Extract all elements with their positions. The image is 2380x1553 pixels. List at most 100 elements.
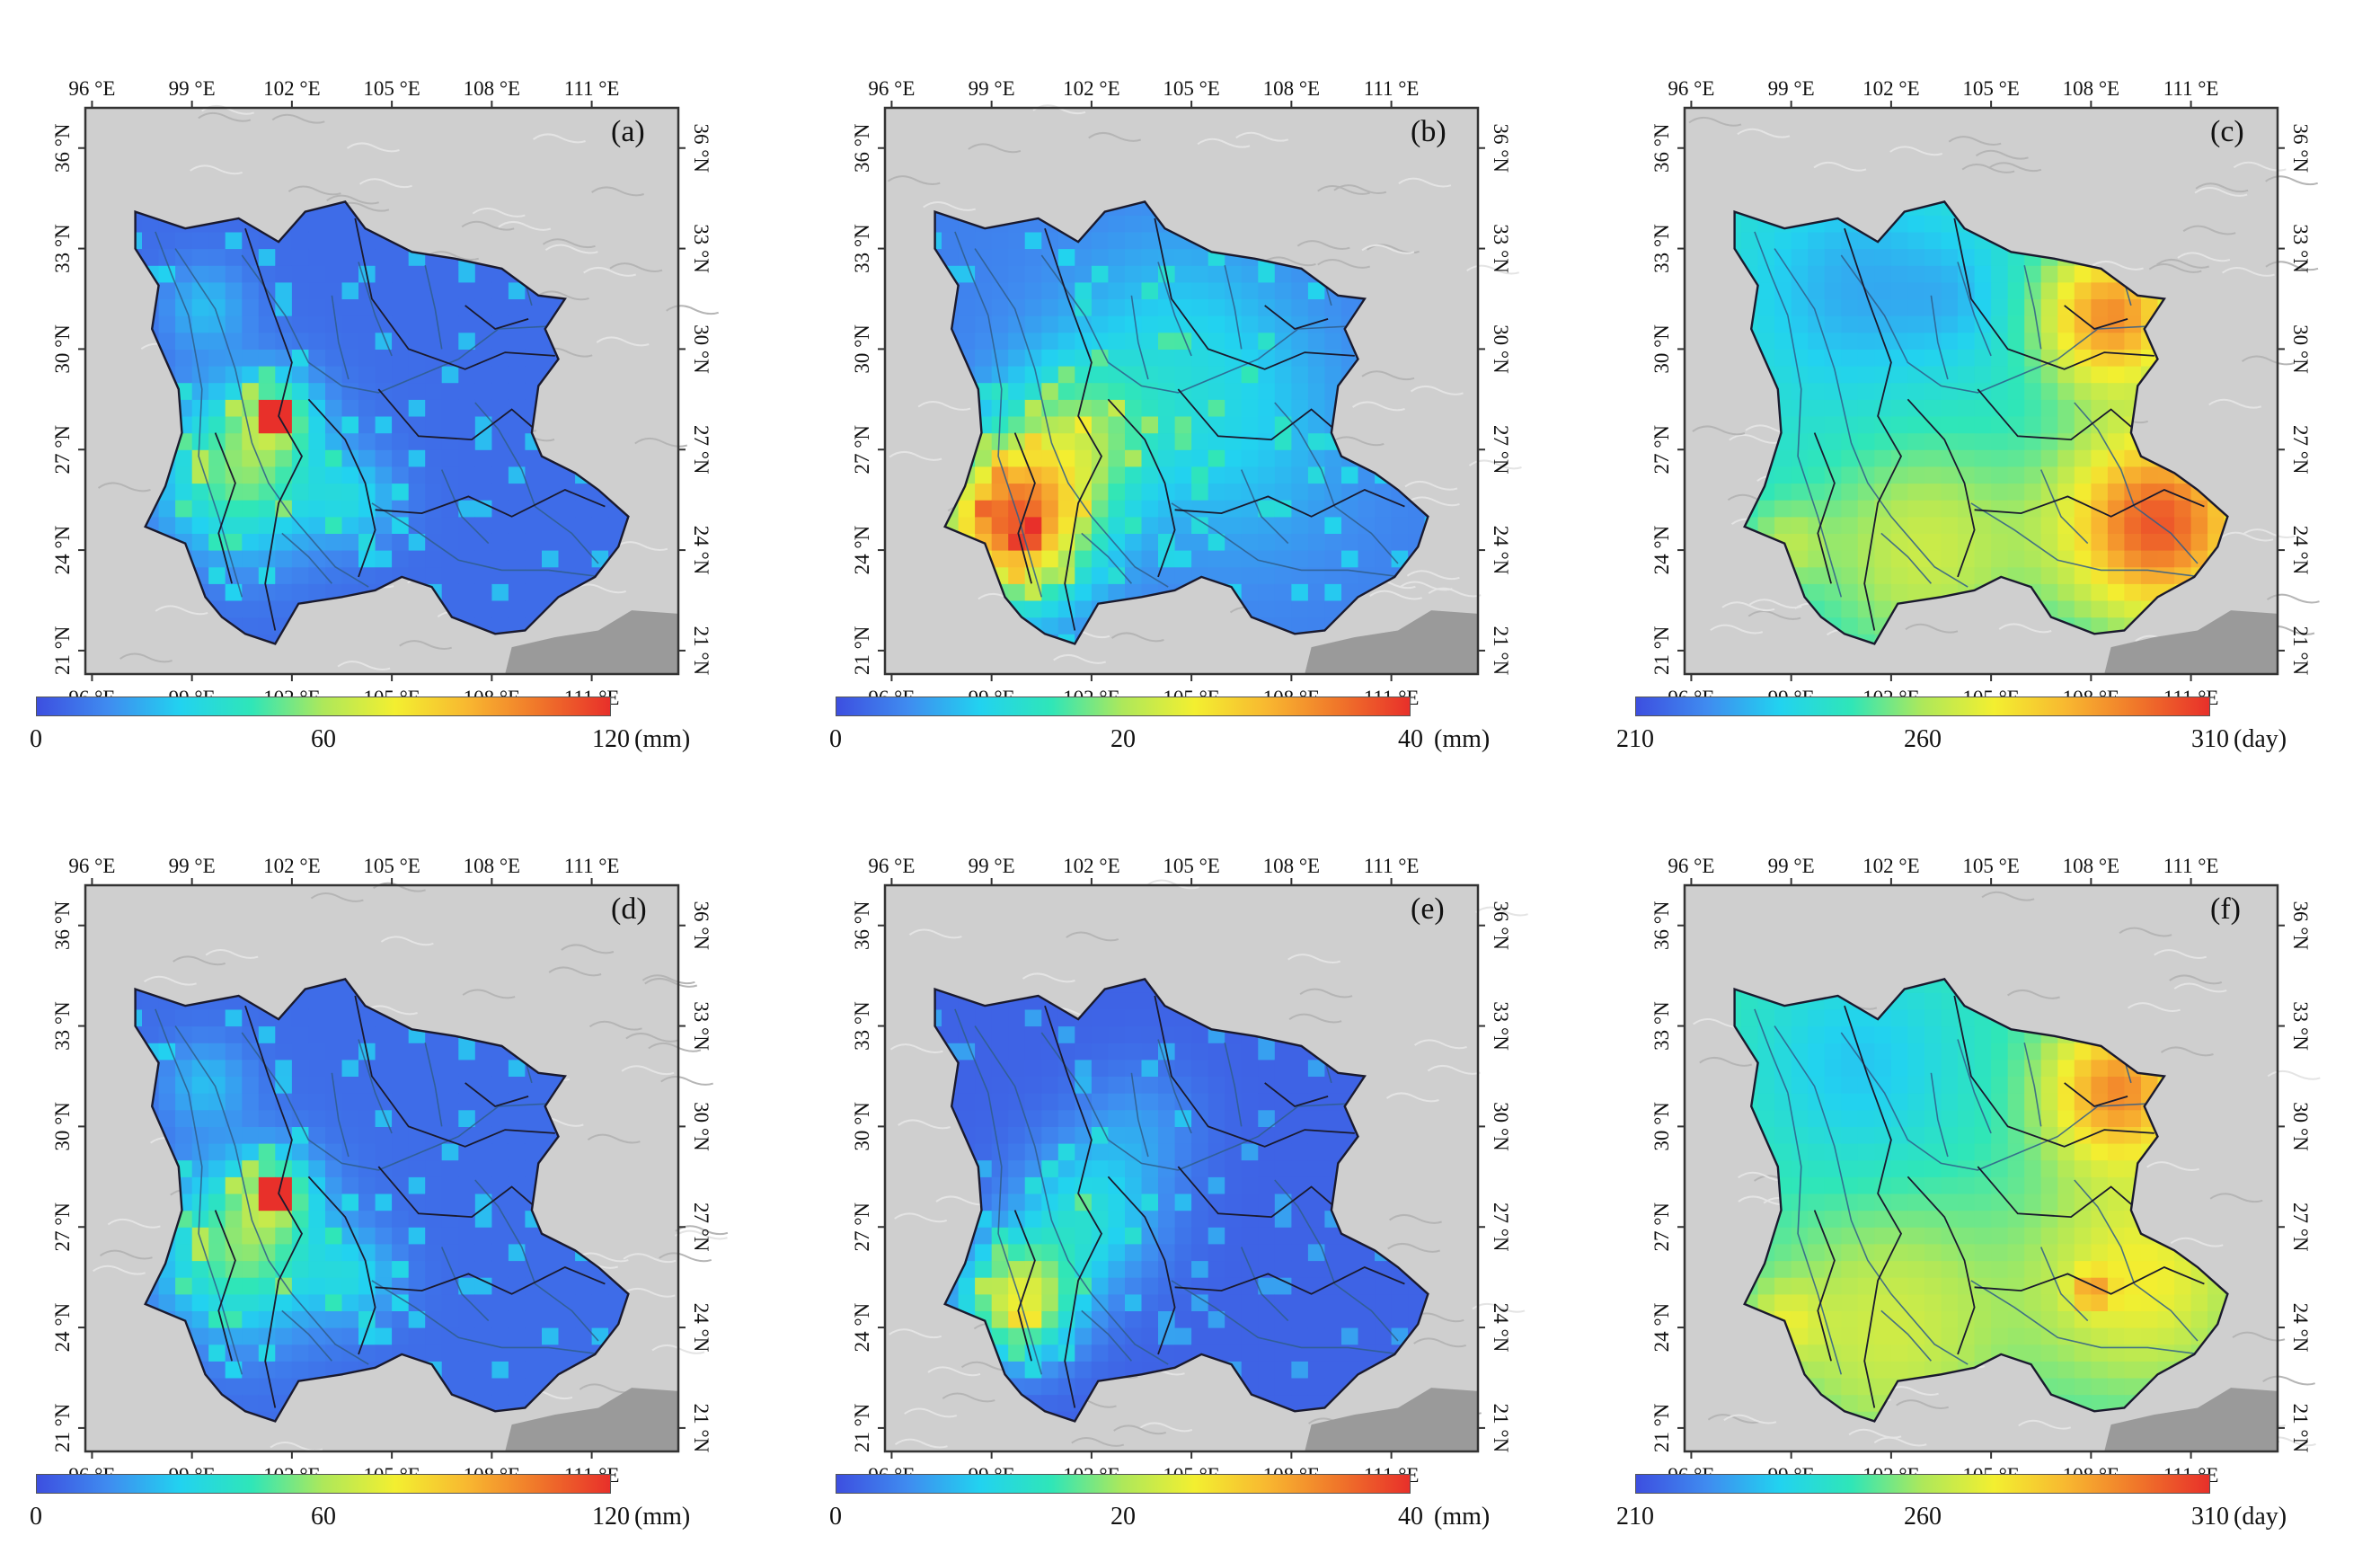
lat-tick-label-left: 36 °N bbox=[1650, 123, 1673, 173]
colorbar-tick-label: 260 bbox=[1904, 725, 1942, 753]
lat-tick-label-left: 24 °N bbox=[1650, 1302, 1673, 1352]
lat-tick-label-left: 27 °N bbox=[1650, 1202, 1673, 1252]
sea-area bbox=[1305, 610, 1478, 674]
sea-area bbox=[1305, 1388, 1478, 1451]
lon-tick-label-top: 102 °E bbox=[1063, 855, 1120, 877]
colorbar-unit: (mm) bbox=[634, 1503, 691, 1531]
colorbar-row: 0 20 40 (mm) bbox=[800, 697, 1572, 773]
colorbar-row: 210 260 310 (day) bbox=[1599, 1474, 2372, 1550]
colorbar bbox=[1635, 697, 2210, 716]
lat-tick-label-right: 33 °N bbox=[1490, 1001, 1512, 1051]
lon-tick-label-top: 99 °E bbox=[1768, 855, 1815, 877]
lat-tick-label-right: 27 °N bbox=[2289, 1202, 2312, 1252]
colorbar-unit: (mm) bbox=[1434, 1503, 1491, 1531]
lat-tick-label-right: 27 °N bbox=[690, 1202, 712, 1252]
colorbar-tick-label: 260 bbox=[1904, 1503, 1942, 1531]
lat-tick-label-left: 27 °N bbox=[851, 425, 873, 475]
lon-tick-label-top: 99 °E bbox=[169, 77, 216, 100]
lon-tick-label-top: 99 °E bbox=[969, 855, 1015, 877]
lat-tick-label-right: 33 °N bbox=[2289, 1001, 2312, 1051]
lat-tick-label-right: 24 °N bbox=[2289, 1303, 2312, 1353]
colorbar-tick-label: 0 bbox=[829, 1503, 842, 1531]
lon-tick-label-top: 105 °E bbox=[1163, 855, 1220, 877]
lat-tick-label-right: 27 °N bbox=[1490, 425, 1512, 475]
colorbar bbox=[836, 1474, 1411, 1494]
lat-tick-label-left: 24 °N bbox=[851, 525, 873, 574]
lat-tick-label-left: 21 °N bbox=[851, 626, 873, 675]
lat-tick-label-left: 33 °N bbox=[851, 1001, 873, 1051]
lat-tick-label-left: 24 °N bbox=[851, 1302, 873, 1352]
lat-tick-label-right: 36 °N bbox=[2289, 901, 2312, 950]
lon-tick-label-top: 108 °E bbox=[1263, 77, 1321, 100]
lat-tick-label-right: 24 °N bbox=[690, 526, 712, 575]
river-network bbox=[155, 231, 602, 598]
river-network bbox=[1754, 231, 2201, 598]
basin-boundaries bbox=[214, 217, 606, 631]
river-network bbox=[1754, 1008, 2201, 1375]
lat-tick-label-right: 30 °N bbox=[1490, 324, 1512, 374]
lon-tick-label-top: 96 °E bbox=[68, 77, 115, 100]
panel-label: (a) bbox=[611, 115, 645, 148]
lat-tick-label-right: 21 °N bbox=[1490, 626, 1512, 676]
colorbar-tick-label: 60 bbox=[311, 1503, 336, 1531]
colorbar-unit: (mm) bbox=[634, 725, 691, 753]
lon-tick-label-top: 102 °E bbox=[1063, 77, 1120, 100]
basin-boundaries bbox=[1013, 217, 1405, 631]
lat-tick-label-right: 30 °N bbox=[690, 324, 712, 374]
region-boundary bbox=[134, 978, 630, 1423]
colorbar-row: 210 260 310 (day) bbox=[1599, 697, 2372, 773]
lat-tick-label-right: 36 °N bbox=[690, 901, 712, 950]
colorbar-tick-label: 40 bbox=[1398, 1503, 1423, 1531]
lat-tick-label-left: 36 °N bbox=[1650, 901, 1673, 950]
sea-area bbox=[505, 1388, 678, 1451]
lon-tick-label-top: 102 °E bbox=[263, 77, 321, 100]
basin-boundaries bbox=[1813, 217, 2205, 631]
lon-tick-label-top: 111 °E bbox=[2163, 855, 2219, 877]
colorbar-tick-label: 60 bbox=[311, 725, 336, 753]
lon-tick-label-top: 99 °E bbox=[969, 77, 1015, 100]
lon-tick-label-top: 96 °E bbox=[1668, 77, 1714, 100]
colorbar bbox=[836, 697, 1411, 716]
lat-tick-label-left: 21 °N bbox=[51, 1403, 74, 1452]
lat-tick-label-right: 33 °N bbox=[1490, 224, 1512, 273]
lat-tick-label-right: 27 °N bbox=[1490, 1202, 1512, 1252]
map-frame bbox=[84, 883, 680, 1453]
lat-tick-label-left: 36 °N bbox=[851, 901, 873, 950]
colorbar-unit: (mm) bbox=[1434, 725, 1491, 753]
map-frame bbox=[883, 883, 1480, 1453]
lon-tick-label-top: 96 °E bbox=[868, 855, 915, 877]
colorbar-tick-label: 120 bbox=[592, 725, 630, 753]
lon-tick-label-top: 96 °E bbox=[1668, 855, 1714, 877]
lon-tick-label-top: 105 °E bbox=[1163, 77, 1220, 100]
lon-tick-label-top: 96 °E bbox=[868, 77, 915, 100]
map-frame bbox=[1683, 106, 2279, 676]
lat-tick-label-left: 36 °N bbox=[51, 123, 74, 173]
region-boundary bbox=[1733, 200, 2229, 645]
colorbar-row: 0 60 120 (mm) bbox=[0, 697, 773, 773]
colorbar bbox=[36, 697, 611, 716]
region-boundary bbox=[1733, 978, 2229, 1423]
lon-tick-label-top: 102 °E bbox=[1862, 77, 1920, 100]
colorbar-tick-label: 210 bbox=[1616, 725, 1654, 753]
lat-tick-label-right: 36 °N bbox=[1490, 901, 1512, 950]
colorbar-row: 0 20 40 (mm) bbox=[800, 1474, 1572, 1550]
sea-area bbox=[2104, 610, 2278, 674]
lat-tick-label-right: 24 °N bbox=[1490, 526, 1512, 575]
lat-tick-label-right: 33 °N bbox=[690, 1001, 712, 1051]
lon-tick-label-top: 111 °E bbox=[1364, 77, 1420, 100]
lat-tick-label-left: 21 °N bbox=[1650, 626, 1673, 675]
lat-tick-label-right: 27 °N bbox=[2289, 425, 2312, 475]
lat-tick-label-left: 21 °N bbox=[51, 626, 74, 675]
lat-tick-label-right: 21 °N bbox=[690, 1404, 712, 1453]
colorbar-tick-label: 210 bbox=[1616, 1503, 1654, 1531]
lat-tick-label-left: 27 °N bbox=[51, 425, 74, 475]
lat-tick-label-left: 21 °N bbox=[1650, 1403, 1673, 1452]
basin-boundaries bbox=[1013, 995, 1405, 1408]
